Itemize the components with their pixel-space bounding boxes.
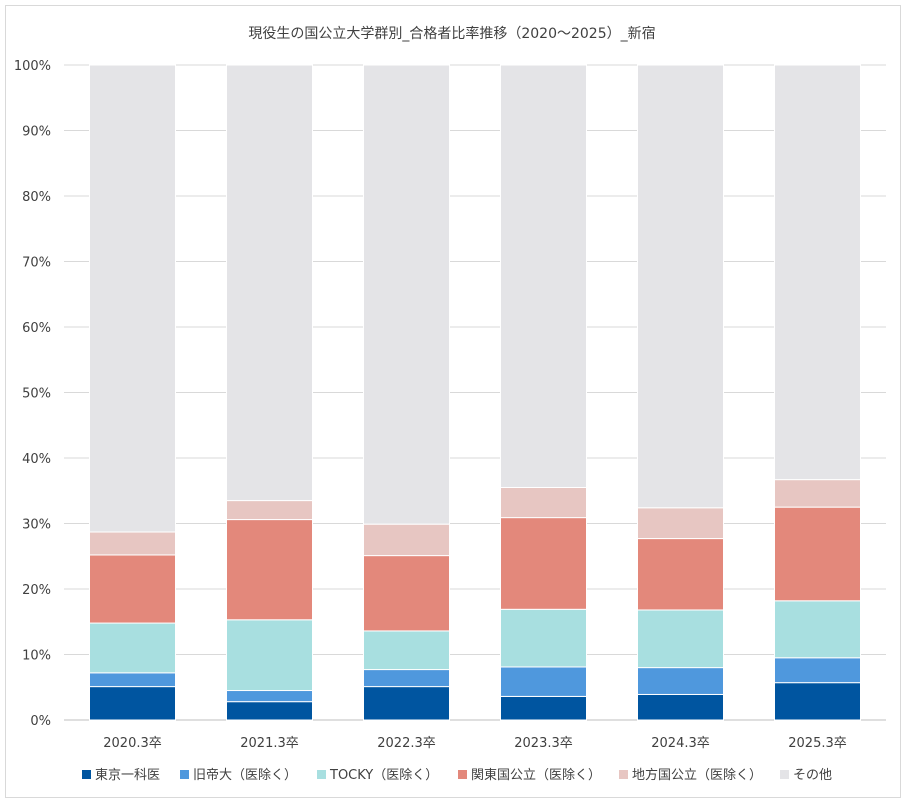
bars xyxy=(89,64,861,721)
bar-segment xyxy=(363,64,450,525)
legend-swatch xyxy=(180,770,189,779)
y-tick-label: 100% xyxy=(14,59,51,74)
legend-label: その他 xyxy=(793,768,832,783)
bar-segment xyxy=(500,486,587,519)
legend-swatch xyxy=(780,770,789,779)
y-axis-ticks: 0% 10% 20% 30% 40% 50% 60% 70% 80% 90% 100% xyxy=(14,59,51,729)
legend-swatch xyxy=(458,770,467,779)
y-tick-label: 60% xyxy=(22,321,51,336)
y-tick-label: 0% xyxy=(30,714,51,729)
y-tick-label: 90% xyxy=(22,125,51,140)
bar-segment xyxy=(226,64,313,502)
bar-segment xyxy=(226,619,313,692)
bar-segment xyxy=(500,64,587,488)
bar-segment xyxy=(226,500,313,521)
bar-segment xyxy=(500,608,587,668)
bar-segment xyxy=(637,538,724,611)
bar-segment xyxy=(363,630,450,671)
bar-segment xyxy=(774,506,861,602)
x-axis-categories: 2020.3卒 2021.3卒 2022.3卒 2023.3卒 2024.3卒 2025.… xyxy=(103,736,847,751)
bar-segment xyxy=(363,523,450,557)
bar-segment xyxy=(89,554,176,624)
bar-segment xyxy=(637,693,724,721)
bar-segment xyxy=(363,686,450,721)
x-tick-label: 2020.3卒 xyxy=(103,736,162,751)
bar-segment xyxy=(89,531,176,556)
bar-segment xyxy=(226,519,313,621)
legend-label: 地方国公立（医除く） xyxy=(632,767,762,783)
y-tick-label: 40% xyxy=(22,452,51,467)
bar-segment xyxy=(637,507,724,540)
bar-segment xyxy=(774,479,861,508)
x-tick-label: 2024.3卒 xyxy=(651,736,710,751)
legend-swatch xyxy=(317,770,326,779)
gridlines xyxy=(64,64,886,721)
legend-swatch xyxy=(619,770,628,779)
y-tick-label: 50% xyxy=(22,387,51,402)
legend-label: 関東国公立（医除く） xyxy=(471,767,601,783)
bar-segment xyxy=(500,695,587,721)
bar-segment xyxy=(774,64,861,481)
bar-segment xyxy=(89,64,176,533)
bar-segment xyxy=(637,64,724,509)
legend: 東京一科医 旧帝大（医除く） TOCKY（医除く） 関東国公立（医除く） 地方国公立（医… xyxy=(82,767,832,783)
y-tick-label: 80% xyxy=(22,190,51,205)
bar-segment xyxy=(363,555,450,632)
legend-label: TOCKY（医除く） xyxy=(329,768,438,783)
bar-segment xyxy=(774,682,861,721)
bar-segment xyxy=(637,609,724,669)
legend-label: 旧帝大（医除く） xyxy=(193,767,297,783)
x-tick-label: 2023.3卒 xyxy=(514,736,573,751)
bar-segment xyxy=(500,517,587,610)
bar-segment xyxy=(774,657,861,684)
y-tick-label: 30% xyxy=(22,518,51,533)
bar-segment xyxy=(226,701,313,721)
bar-segment xyxy=(226,690,313,703)
bar-segment xyxy=(89,672,176,688)
bar-segment xyxy=(500,666,587,697)
bar-segment xyxy=(774,600,861,659)
y-tick-label: 70% xyxy=(22,256,51,271)
legend-swatch xyxy=(82,770,91,779)
legend-label: 東京一科医 xyxy=(95,767,160,783)
x-tick-label: 2025.3卒 xyxy=(788,736,847,751)
chart-title: 現役生の国公立大学群別_合格者比率推移（2020～2025）_新宿 xyxy=(248,25,655,42)
bar-segment xyxy=(89,622,176,674)
x-tick-label: 2022.3卒 xyxy=(377,736,436,751)
bar-segment xyxy=(363,669,450,688)
x-tick-label: 2021.3卒 xyxy=(240,736,299,751)
y-tick-label: 20% xyxy=(22,583,51,598)
bar-segment xyxy=(637,667,724,695)
y-tick-label: 10% xyxy=(22,649,51,664)
bar-segment xyxy=(89,686,176,721)
